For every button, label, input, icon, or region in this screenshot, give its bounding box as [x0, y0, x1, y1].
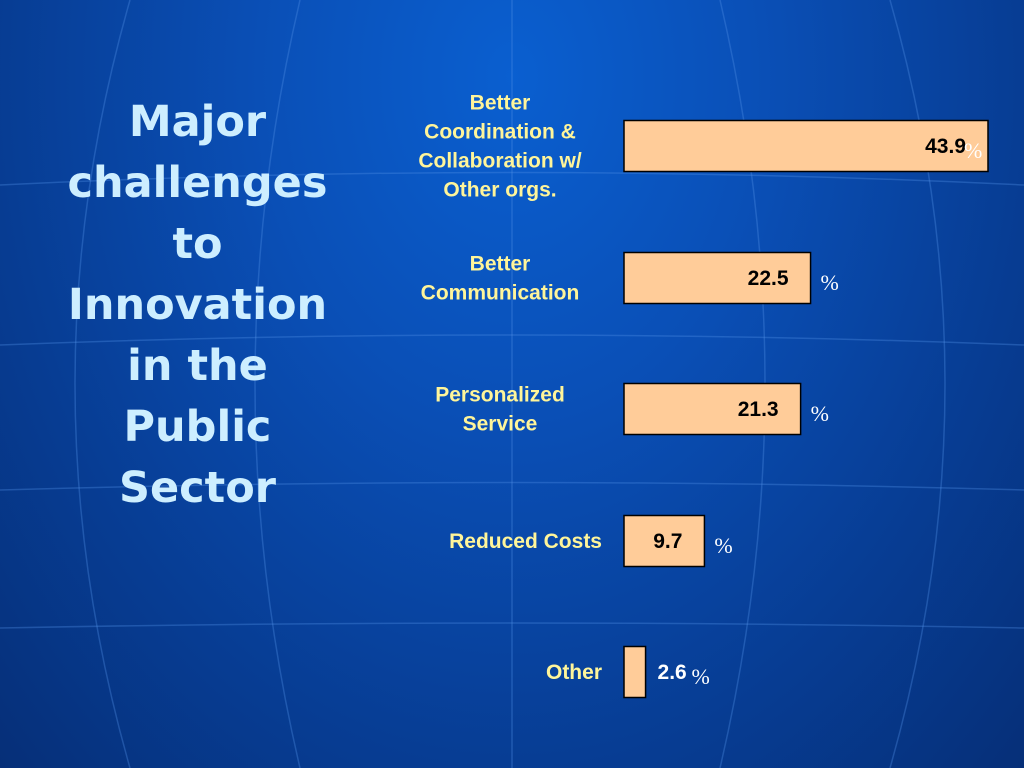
title-line: Major	[128, 97, 267, 147]
bar	[623, 382, 802, 436]
value-label: 9.7	[653, 530, 682, 553]
unit-label: %	[714, 533, 732, 558]
category-label-line: Communication	[421, 282, 580, 305]
category-label-line: Reduced Costs	[449, 530, 602, 553]
category-label-line: Better	[470, 253, 531, 276]
title-line: Public	[123, 402, 272, 452]
title-line: Innovation	[67, 280, 328, 330]
category-label-line: Collaboration w/	[418, 150, 582, 173]
unit-label: %	[692, 664, 710, 689]
category-label-line: Better	[470, 92, 531, 115]
unit-label: %	[821, 270, 839, 295]
value-label: 21.3	[738, 398, 779, 421]
unit-label: %	[811, 401, 829, 426]
category-label-line: Other	[546, 661, 602, 684]
unit-label: %	[964, 138, 982, 163]
category-label-line: Personalized	[435, 384, 565, 407]
title-line: in the	[127, 341, 268, 391]
bar	[623, 251, 812, 305]
bar	[623, 514, 706, 568]
slide-title: Major challenges to Innovation in the Pu…	[55, 92, 340, 519]
value-label: 22.5	[748, 267, 789, 290]
title-line: to	[172, 219, 223, 269]
category-label: Better Communication	[421, 253, 580, 305]
bar	[623, 119, 989, 173]
bar	[623, 645, 647, 699]
title-line: Sector	[119, 463, 276, 513]
category-label-line: Other orgs.	[443, 179, 556, 202]
category-label-line: Service	[463, 413, 538, 436]
category-label: Better Coordination & Collaboration w/Othe…	[418, 92, 582, 202]
value-label: 2.6	[658, 661, 687, 684]
category-label: Personalized Service	[435, 384, 565, 436]
category-label: Reduced Costs	[449, 530, 602, 553]
title-line: challenges	[67, 158, 328, 208]
category-label: Other	[546, 661, 602, 684]
value-label: 43.9	[925, 135, 966, 158]
category-label-line: Coordination &	[424, 121, 576, 144]
